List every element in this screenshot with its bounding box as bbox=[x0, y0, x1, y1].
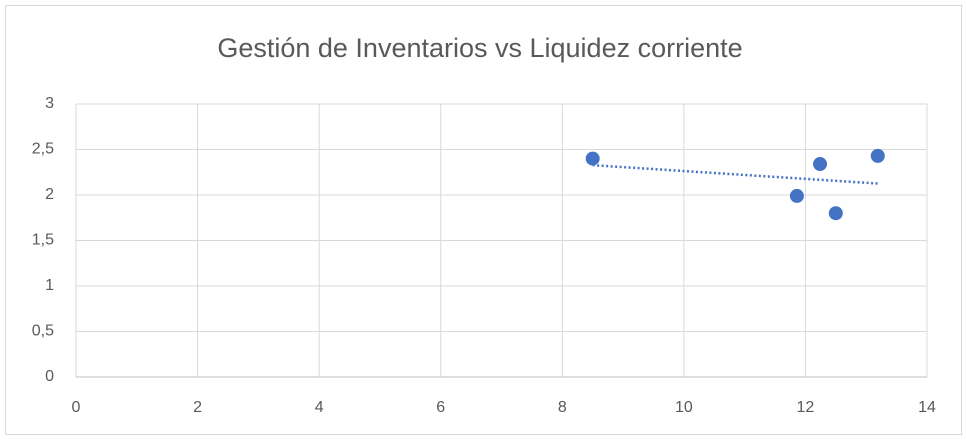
chart-border bbox=[5, 5, 962, 435]
y-tick-label: 0,5 bbox=[32, 323, 54, 340]
y-tick-label: 0 bbox=[45, 368, 54, 385]
y-tick-label: 2 bbox=[45, 186, 54, 203]
scatter-point bbox=[870, 148, 885, 163]
scatter-point bbox=[789, 188, 804, 203]
y-tick-label: 1,5 bbox=[32, 232, 54, 249]
x-tick-label: 14 bbox=[918, 399, 936, 416]
y-tick-label: 2,5 bbox=[32, 141, 54, 158]
y-tick-label: 3 bbox=[45, 95, 54, 112]
x-tick-label: 6 bbox=[436, 399, 445, 416]
x-tick-label: 12 bbox=[797, 399, 815, 416]
x-tick-label: 10 bbox=[675, 399, 693, 416]
x-tick-label: 4 bbox=[315, 399, 324, 416]
scatter-point bbox=[585, 151, 600, 166]
x-tick-label: 0 bbox=[72, 399, 81, 416]
scatter-point bbox=[828, 206, 843, 221]
x-tick-label: 8 bbox=[558, 399, 567, 416]
chart-title: Gestión de Inventarios vs Liquidez corri… bbox=[217, 33, 742, 63]
x-tick-label: 2 bbox=[193, 399, 202, 416]
y-tick-label: 1 bbox=[45, 277, 54, 294]
scatter-point bbox=[813, 157, 828, 172]
